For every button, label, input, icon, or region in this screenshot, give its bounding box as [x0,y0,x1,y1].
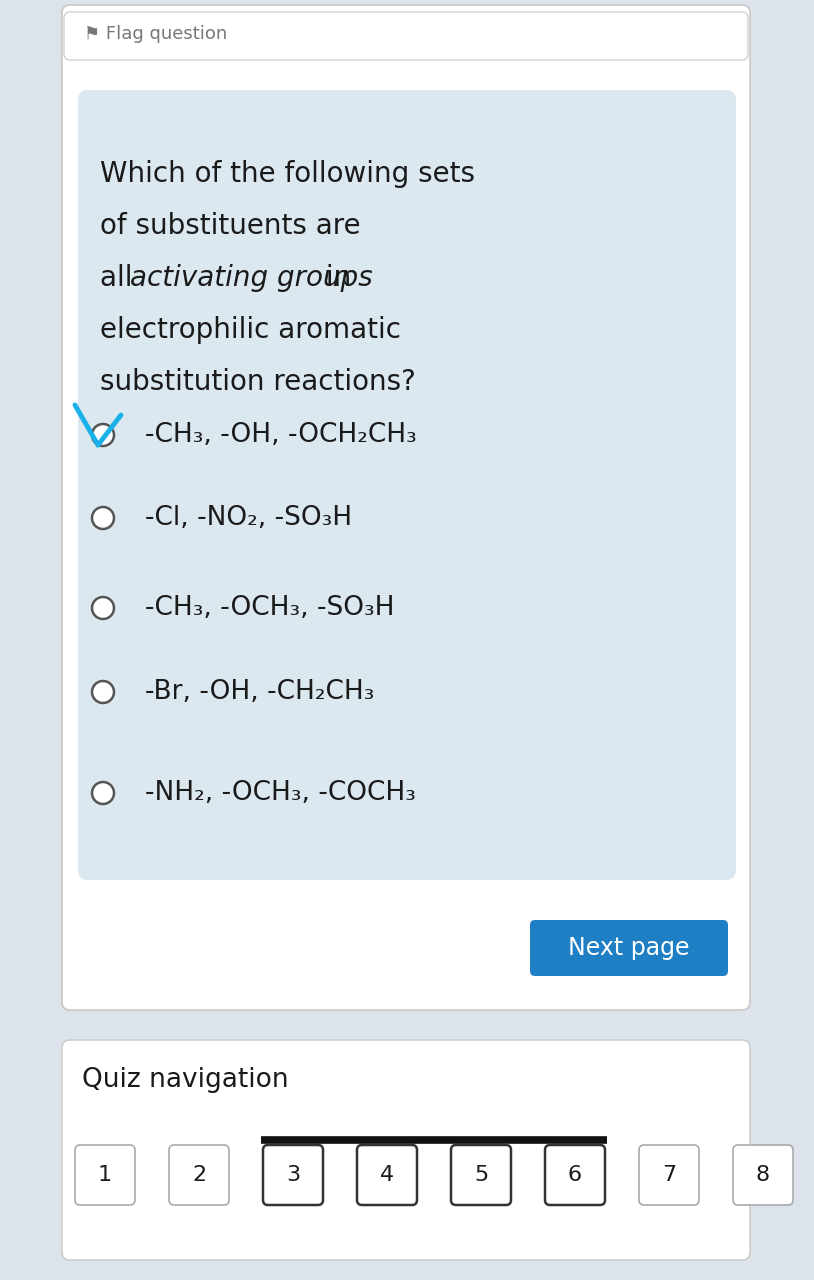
Circle shape [92,507,114,529]
Text: 4: 4 [380,1165,394,1185]
Text: 3: 3 [286,1165,300,1185]
Text: substitution reactions?: substitution reactions? [100,369,416,396]
Text: 6: 6 [568,1165,582,1185]
Text: in: in [317,264,352,292]
Text: 7: 7 [662,1165,676,1185]
Text: 2: 2 [192,1165,206,1185]
Text: -CH₃, -OCH₃, -SO₃H: -CH₃, -OCH₃, -SO₃H [145,595,395,621]
Circle shape [92,681,114,703]
Text: -NH₂, -OCH₃, -COCH₃: -NH₂, -OCH₃, -COCH₃ [145,780,416,806]
FancyBboxPatch shape [357,1146,417,1204]
Text: all: all [100,264,142,292]
Text: of substituents are: of substituents are [100,212,361,241]
Text: Quiz navigation: Quiz navigation [82,1068,289,1093]
Text: activating groups: activating groups [130,264,373,292]
FancyBboxPatch shape [62,1039,750,1260]
Text: Which of the following sets: Which of the following sets [100,160,475,188]
Circle shape [92,782,114,804]
Text: -Cl, -NO₂, -SO₃H: -Cl, -NO₂, -SO₃H [145,506,352,531]
FancyBboxPatch shape [263,1146,323,1204]
Circle shape [92,424,114,445]
FancyBboxPatch shape [78,90,736,881]
FancyBboxPatch shape [169,1146,229,1204]
Circle shape [92,596,114,620]
Text: electrophilic aromatic: electrophilic aromatic [100,316,401,344]
FancyBboxPatch shape [639,1146,699,1204]
Text: Next page: Next page [568,936,689,960]
Text: 1: 1 [98,1165,112,1185]
FancyBboxPatch shape [64,12,748,60]
FancyBboxPatch shape [545,1146,605,1204]
FancyBboxPatch shape [75,1146,135,1204]
Text: ⚑ Flag question: ⚑ Flag question [84,26,227,44]
FancyBboxPatch shape [62,5,750,1010]
FancyBboxPatch shape [530,920,728,977]
Text: -CH₃, -OH, -OCH₂CH₃: -CH₃, -OH, -OCH₂CH₃ [145,422,417,448]
Text: 8: 8 [756,1165,770,1185]
FancyBboxPatch shape [451,1146,511,1204]
Text: -Br, -OH, -CH₂CH₃: -Br, -OH, -CH₂CH₃ [145,678,374,705]
FancyBboxPatch shape [733,1146,793,1204]
Text: 5: 5 [474,1165,488,1185]
